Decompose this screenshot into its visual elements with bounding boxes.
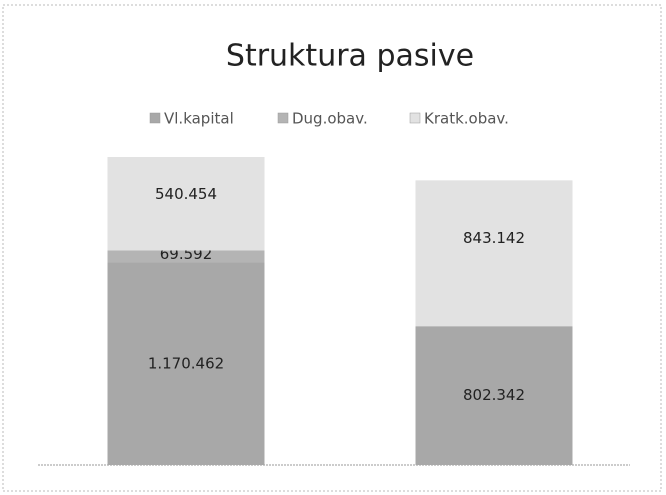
legend-label: Kratk.obav.: [424, 110, 509, 128]
bar-segment: [107, 262, 265, 465]
data-label: 1.170.462: [148, 354, 224, 372]
bar-segment: [107, 250, 265, 263]
legend-label: Vl.kapital: [164, 110, 234, 128]
legend-swatch: [149, 112, 161, 124]
chart-title: Struktura pasive: [226, 39, 474, 74]
data-label: 802.342: [463, 386, 525, 404]
data-label: 843.142: [463, 229, 525, 247]
bar-segment: [415, 180, 573, 327]
data-label: 540.454: [155, 185, 217, 203]
legend-swatch: [277, 112, 289, 124]
legend-label: Dug.obav.: [292, 110, 368, 128]
bar-segment: [415, 326, 573, 465]
chart-border: [2, 4, 662, 492]
bar-segment: [107, 157, 265, 251]
legend-swatch: [409, 112, 421, 124]
